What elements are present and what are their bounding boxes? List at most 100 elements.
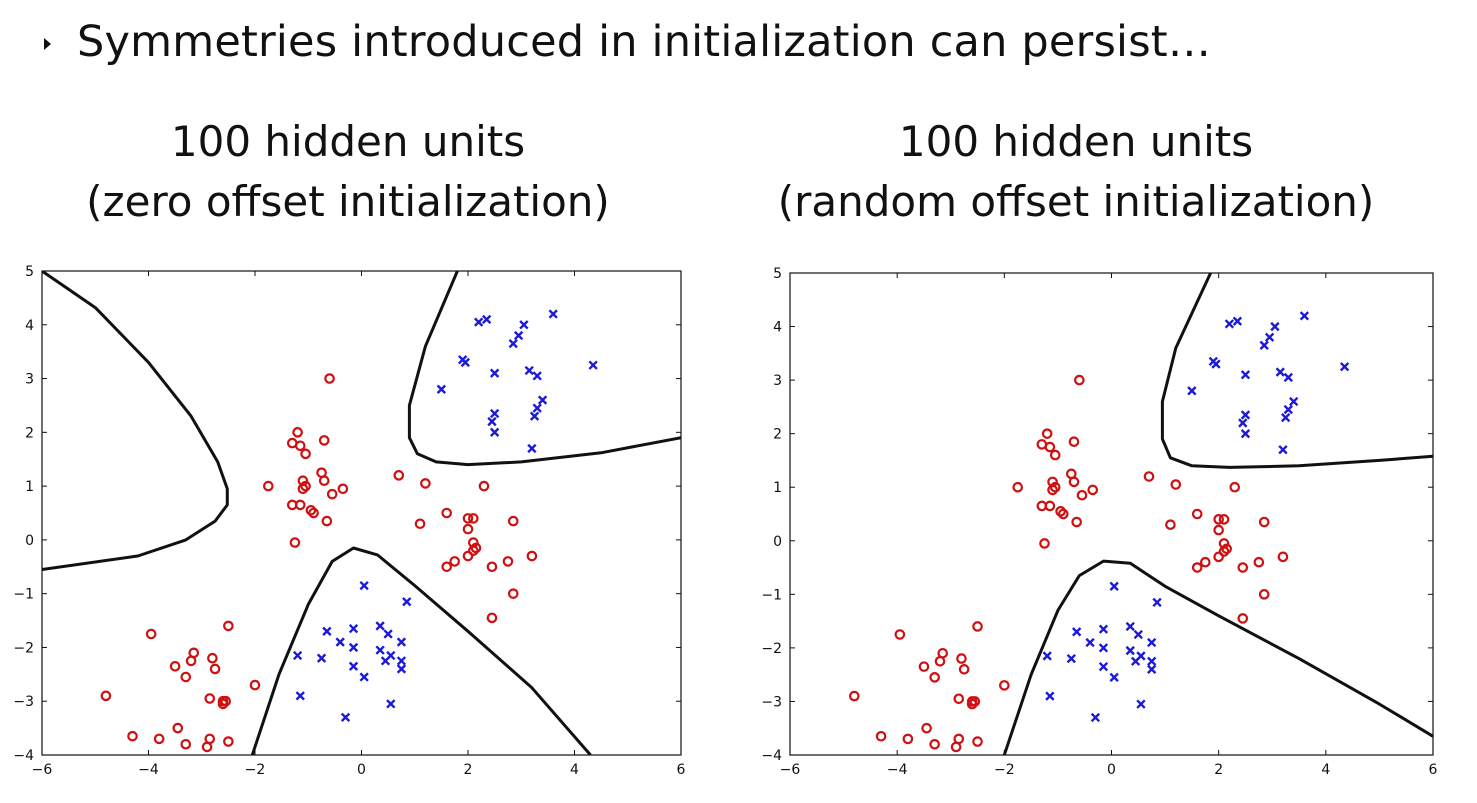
left-class-x-point — [537, 395, 548, 405]
right-class-o-point — [875, 730, 887, 742]
left-class-x-point — [340, 712, 351, 723]
right-class-x-point — [1240, 429, 1251, 439]
left-class-x-point — [527, 443, 537, 454]
left-class-o-point — [462, 523, 474, 535]
right-class-o-point — [1218, 514, 1230, 525]
left-class-x-point — [588, 360, 598, 370]
left-class-x-point — [529, 411, 540, 421]
right-class-o-point — [1055, 506, 1066, 517]
right-class-o-point — [1191, 508, 1203, 520]
left-x-tick-label: −4 — [138, 762, 159, 778]
left-class-o-point — [486, 561, 498, 573]
left-y-tick-label: −1 — [13, 587, 34, 603]
left-class-o-point — [308, 507, 319, 519]
left-class-o-point — [318, 435, 330, 446]
left-x-tick-label: 6 — [677, 762, 686, 778]
right-class-x-point — [1045, 691, 1055, 701]
left-class-x-point — [396, 656, 407, 666]
right-class-o-point — [1012, 481, 1024, 493]
left-class-o-point — [326, 488, 338, 500]
right-class-o-point — [1057, 508, 1069, 520]
right-class-o-point — [1044, 441, 1056, 453]
left-class-x-point — [474, 317, 484, 327]
right-class-o-point — [969, 696, 981, 707]
right-y-tick-label: −1 — [761, 587, 782, 603]
left-class-x-point — [524, 365, 534, 376]
left-class-o-point — [468, 513, 479, 524]
right-class-x-point — [1283, 372, 1293, 383]
left-class-x-point — [375, 621, 385, 631]
right-class-o-point — [918, 661, 930, 672]
left-chart-title-line2: (zero offset initialization) — [86, 177, 610, 226]
right-class-x-point — [1187, 386, 1197, 396]
left-class-o-point — [180, 738, 192, 750]
right-class-x-point — [1125, 645, 1135, 656]
left-chart-title: 100 hidden units (zero offset initializa… — [48, 112, 648, 232]
left-chart-title-line1: 100 hidden units — [170, 117, 526, 166]
left-class-o-point — [478, 480, 490, 492]
right-class-x-point — [1211, 359, 1221, 369]
right-class-o-point — [966, 698, 978, 710]
left-class-o-point — [441, 561, 452, 573]
right-class-x-point — [1098, 624, 1109, 634]
left-class-x-point — [532, 371, 542, 381]
left-class-o-point — [263, 480, 274, 492]
right-class-o-point — [1258, 516, 1270, 528]
left-class-x-point — [386, 699, 396, 709]
bullet-line: Symmetries introduced in initialization … — [44, 14, 1211, 70]
left-class-x-point — [383, 629, 393, 639]
left-plot-frame — [41, 270, 682, 756]
right-class-o-point — [1213, 551, 1224, 563]
left-class-o-point — [297, 483, 309, 495]
right-class-o-point — [1237, 562, 1249, 573]
left-class-o-point — [145, 628, 157, 640]
right-chart-title: 100 hidden units (random offset initiali… — [776, 112, 1376, 232]
right-class-o-point — [929, 672, 940, 683]
left-class-o-point — [201, 741, 213, 753]
left-class-o-point — [127, 730, 138, 742]
right-class-x-point — [1147, 664, 1157, 674]
left-class-o-point — [393, 470, 405, 481]
right-class-o-point — [958, 664, 970, 675]
right-class-o-point — [1044, 500, 1056, 512]
right-class-x-point — [1283, 404, 1293, 415]
right-class-o-point — [956, 653, 967, 664]
right-class-o-point — [1277, 551, 1289, 563]
right-class-o-point — [1221, 543, 1233, 555]
right-class-x-point — [1264, 332, 1275, 342]
left-class-o-point — [468, 545, 479, 556]
right-class-o-point — [848, 690, 860, 702]
left-class-o-point — [462, 550, 474, 562]
left-class-o-point — [507, 588, 519, 599]
left-class-o-point — [185, 655, 197, 667]
right-x-tick-label: −6 — [780, 762, 801, 778]
left-class-x-point — [348, 623, 359, 634]
right-class-o-point — [1039, 538, 1050, 549]
left-class-o-point — [204, 693, 216, 704]
right-class-o-point — [929, 738, 940, 750]
right-class-x-point — [1147, 656, 1157, 666]
right-class-x-point — [1152, 597, 1162, 608]
left-class-o-point — [420, 478, 431, 489]
left-class-o-point — [414, 518, 426, 530]
left-class-o-point — [172, 722, 184, 734]
right-class-o-point — [934, 655, 946, 667]
right-y-tick-label: −3 — [761, 694, 782, 710]
right-class-o-point — [902, 733, 914, 745]
left-class-x-point — [481, 314, 492, 325]
right-class-o-point — [1213, 514, 1224, 525]
right-class-x-point — [1133, 629, 1143, 640]
right-class-o-point — [1191, 562, 1203, 573]
right-x-tick-label: −4 — [887, 762, 908, 778]
left-class-o-point — [220, 695, 232, 707]
right-class-x-point — [1339, 362, 1350, 372]
left-class-o-point — [321, 515, 333, 527]
left-class-x-point — [548, 309, 558, 319]
left-class-x-point — [335, 637, 345, 647]
right-class-x-point — [1281, 412, 1291, 423]
right-x-tick-label: 6 — [1429, 762, 1438, 778]
left-class-o-point — [294, 499, 306, 511]
right-class-o-point — [1041, 428, 1053, 439]
left-x-tick-label: −2 — [245, 762, 266, 778]
left-class-o-point — [249, 679, 261, 691]
